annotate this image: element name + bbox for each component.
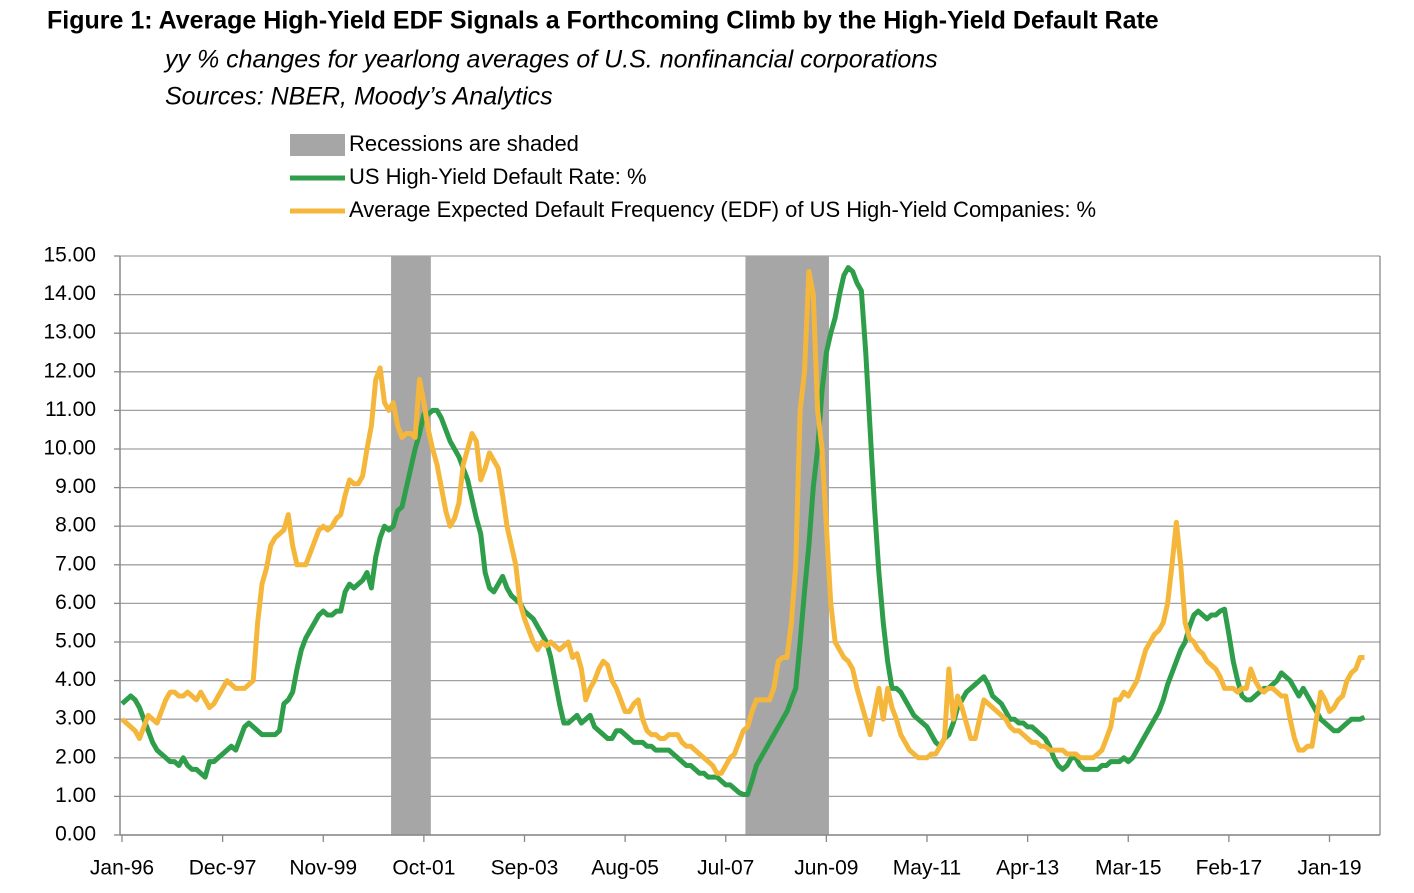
recession-shade: [391, 256, 396, 835]
y-tick-label: 0.00: [55, 823, 96, 846]
recession-shade: [802, 256, 808, 835]
legend-label: Recessions are shaded: [349, 131, 579, 156]
y-tick-label: 5.00: [55, 630, 96, 653]
legend-swatch: [290, 134, 345, 156]
y-tick-label: 7.00: [55, 552, 96, 575]
x-tick-label: Mar-15: [1095, 857, 1162, 880]
x-tick-label: Jun-09: [794, 857, 858, 880]
x-tick-label: Sep-03: [491, 857, 559, 880]
y-tick-label: 3.00: [55, 707, 96, 730]
y-tick-label: 2.00: [55, 745, 96, 768]
recession-shade: [776, 256, 781, 835]
y-tick-label: 13.00: [43, 321, 96, 344]
chart-title: Figure 1: Average High-Yield EDF Signals…: [47, 7, 1159, 35]
recession-shade: [412, 256, 418, 835]
x-tick-label: Jan-19: [1297, 857, 1361, 880]
recession-shade: [417, 256, 423, 835]
y-tick-label: 4.00: [55, 668, 96, 691]
recession-shade: [745, 256, 751, 835]
y-tick-label: 11.00: [45, 398, 96, 421]
x-tick-label: Dec-97: [189, 857, 257, 880]
y-tick-label: 14.00: [43, 282, 96, 305]
y-tick-label: 12.00: [43, 359, 96, 382]
chart-source: Sources: NBER, Moody’s Analytics: [165, 83, 553, 111]
legend-label: US High-Yield Default Rate: %: [349, 164, 647, 189]
x-tick-label: Nov-99: [289, 857, 357, 880]
recession-shade: [771, 256, 777, 835]
y-tick-label: 10.00: [43, 437, 96, 460]
recession-shade: [754, 256, 759, 835]
recession-shade: [784, 256, 790, 835]
recession-shade: [395, 256, 401, 835]
recession-shade: [408, 256, 414, 835]
y-tick-label: 8.00: [55, 514, 96, 537]
recession-shade: [815, 256, 821, 835]
y-tick-label: 1.00: [55, 784, 96, 807]
recession-shade: [811, 256, 816, 835]
y-tick-label: 15.00: [43, 244, 96, 267]
recession-shade: [758, 256, 764, 835]
x-tick-label: Apr-13: [996, 857, 1059, 880]
x-tick-label: Oct-01: [392, 857, 455, 880]
recession-shade: [399, 256, 405, 835]
recession-shade: [421, 256, 427, 835]
recession-shade: [767, 256, 773, 835]
chart-subtitle: yy % changes for yearlong averages of U.…: [163, 46, 938, 74]
series-line: [120, 268, 1365, 776]
x-tick-label: Jul-07: [697, 857, 754, 880]
recession-shade: [780, 256, 786, 835]
x-tick-label: Aug-05: [591, 857, 659, 880]
recession-shade: [426, 256, 431, 835]
recession-shade: [749, 256, 755, 835]
x-tick-label: May-11: [893, 857, 961, 880]
recession-shade: [789, 256, 794, 835]
recession-shade: [762, 256, 768, 835]
series-line: [120, 265, 1366, 797]
recession-shade: [819, 256, 825, 835]
recession-shade: [797, 256, 803, 835]
x-tick-label: Jan-96: [90, 857, 154, 880]
x-tick-label: Feb-17: [1196, 857, 1263, 880]
y-tick-label: 6.00: [55, 591, 96, 614]
y-tick-label: 9.00: [55, 475, 96, 498]
legend-label: Average Expected Default Frequency (EDF)…: [349, 197, 1096, 222]
recession-shade: [404, 256, 409, 835]
